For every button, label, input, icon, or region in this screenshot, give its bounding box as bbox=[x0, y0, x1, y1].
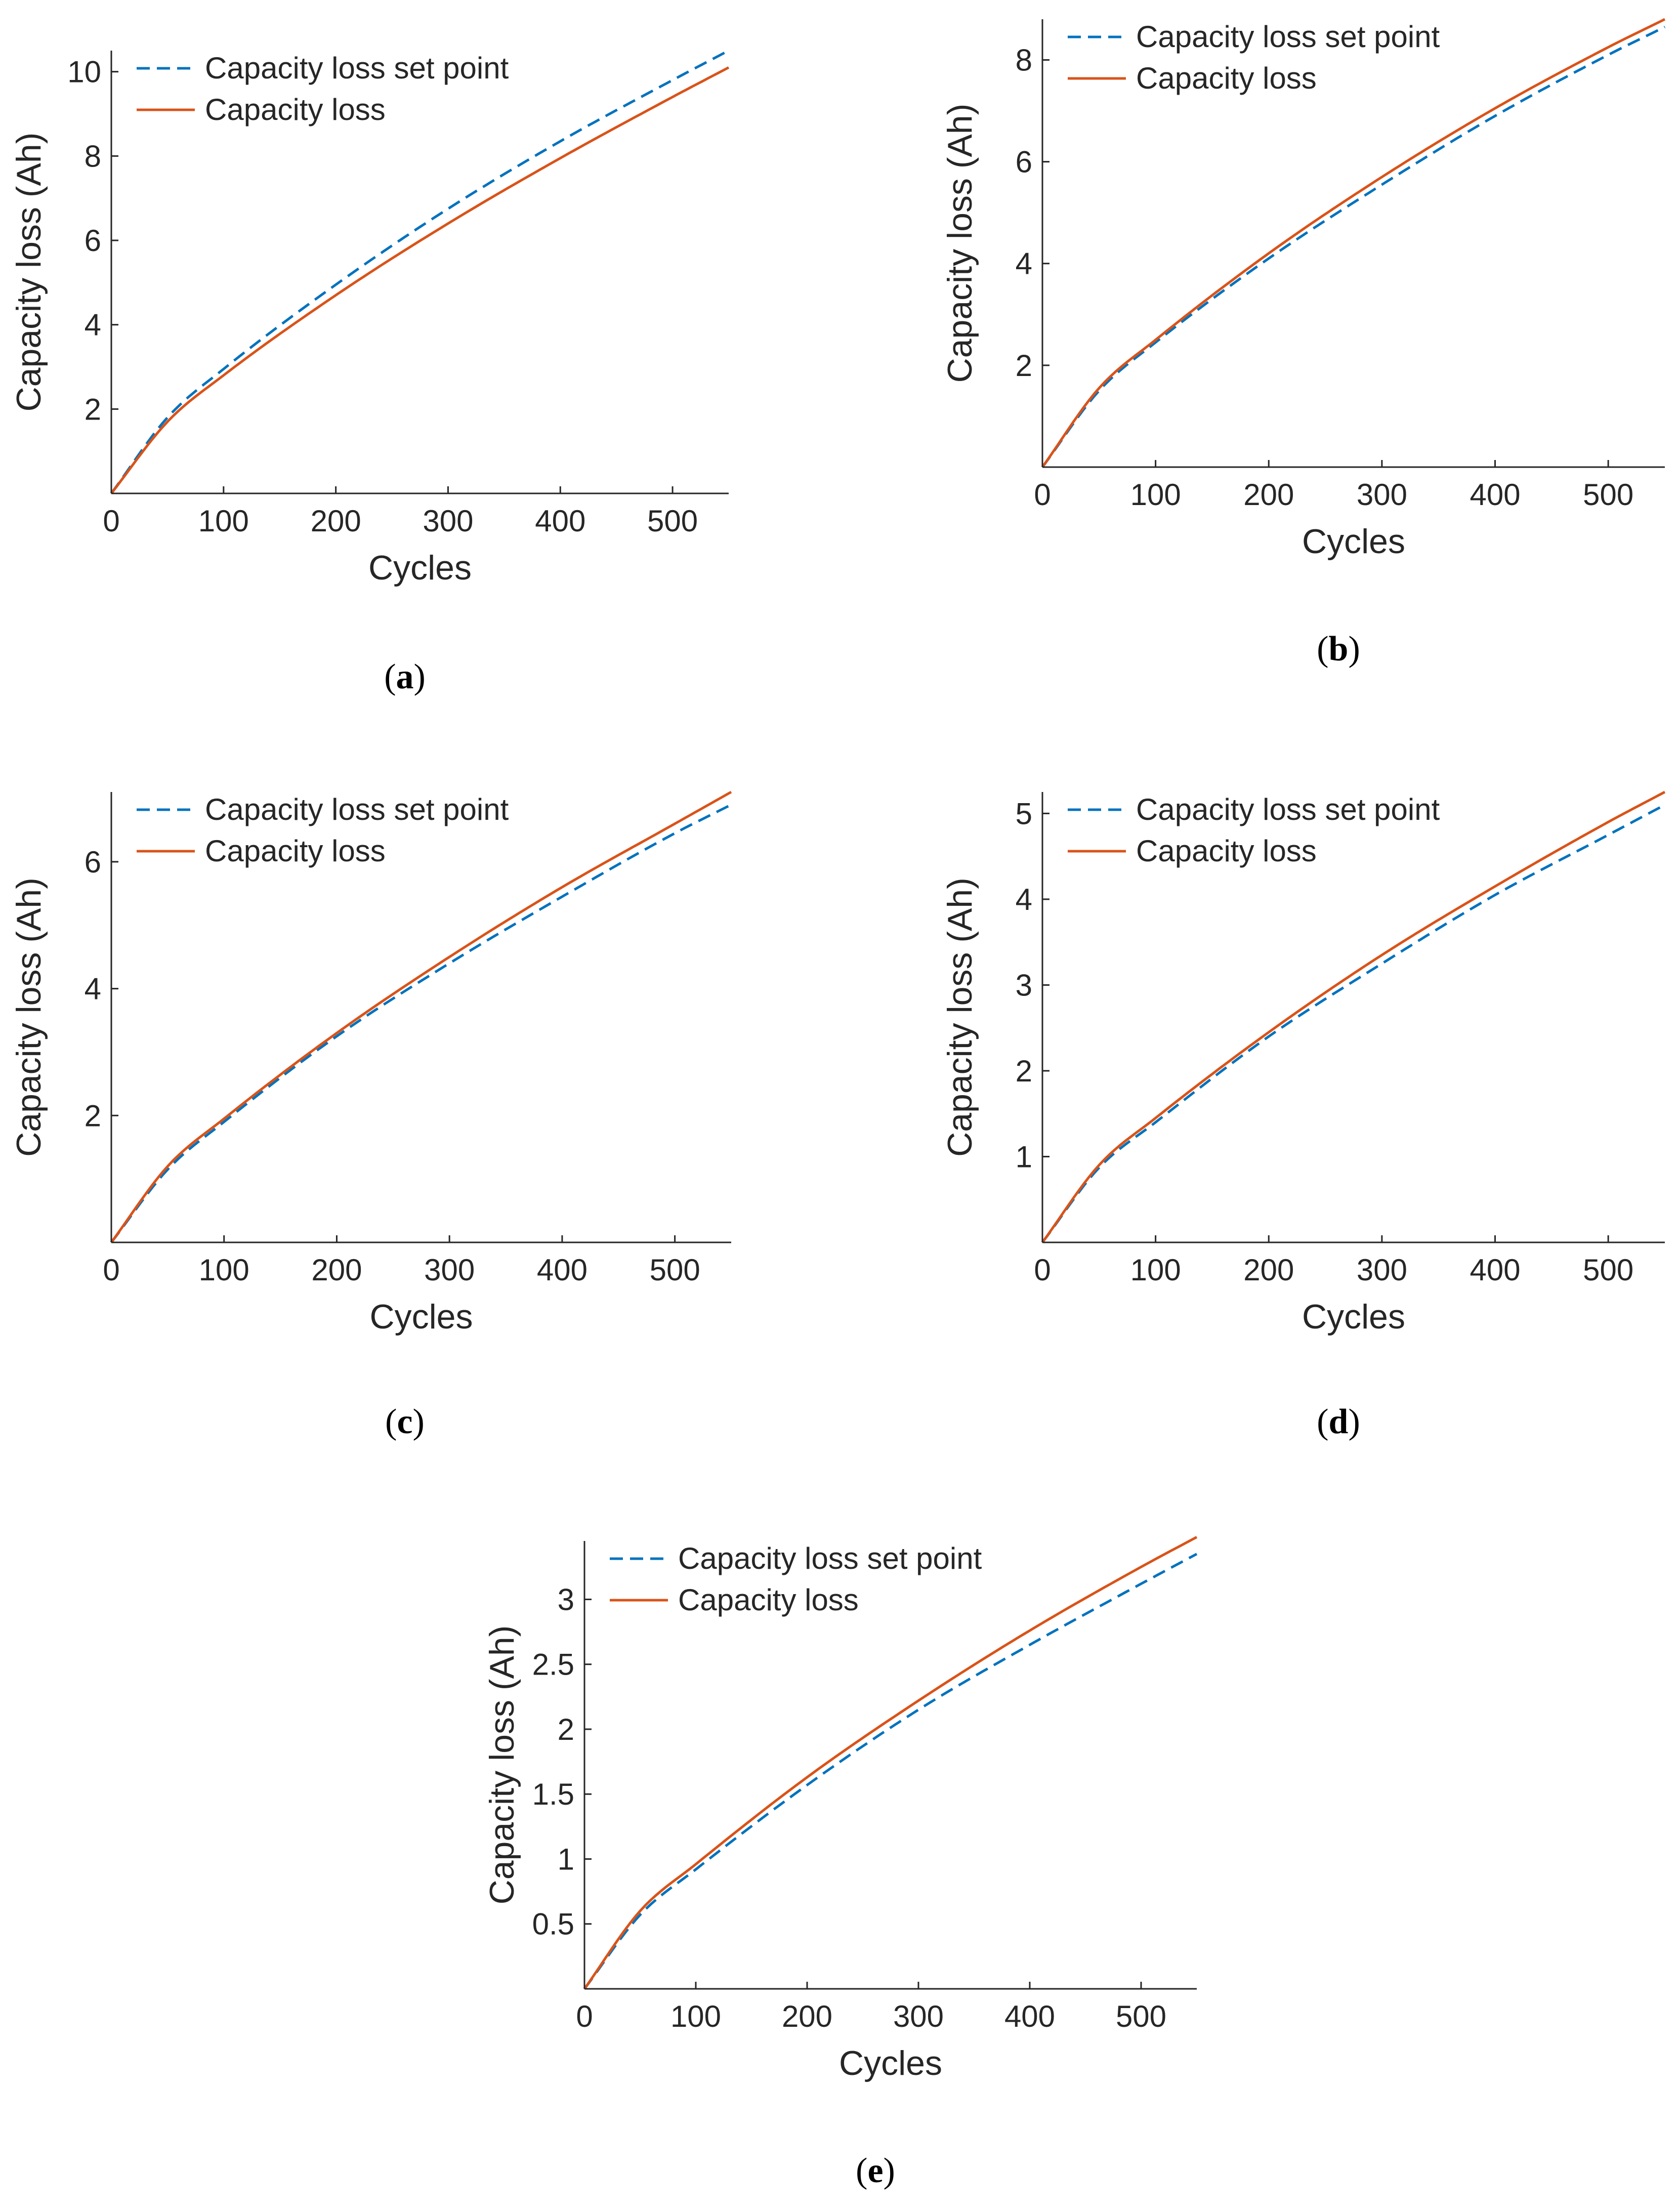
panel-c: 0 100 200 300 400 500 2 4 6 Cycles Capacity loss (… bbox=[10, 790, 732, 1441]
panel-label-c: (c) bbox=[385, 1402, 425, 1441]
y-axis-label: Capacity loss (Ah) bbox=[941, 104, 979, 383]
y-tick-label: 3 bbox=[1016, 968, 1032, 1002]
x-tick-label: 500 bbox=[650, 1253, 700, 1287]
y-tick-label: 5 bbox=[1016, 797, 1032, 830]
x-tick-label: 200 bbox=[1243, 1253, 1294, 1287]
x-tick-label: 0 bbox=[576, 1999, 593, 2033]
y-tick-label: 1 bbox=[558, 1842, 574, 1876]
y-axis-label: Capacity loss (Ah) bbox=[10, 133, 48, 412]
y-axis-label: Capacity loss (Ah) bbox=[10, 878, 48, 1157]
x-tick-label: 400 bbox=[1469, 1253, 1520, 1287]
series-line-set-point bbox=[1041, 25, 1666, 468]
series-line-capacity-loss bbox=[583, 1536, 1198, 1990]
x-tick-label: 500 bbox=[1583, 1253, 1633, 1287]
y-tick-label: 8 bbox=[85, 139, 101, 173]
series-line-set-point bbox=[1041, 804, 1666, 1243]
x-tick-label: 300 bbox=[1357, 1253, 1407, 1287]
legend-label-set-point: Capacity loss set point bbox=[205, 792, 509, 826]
y-tick-label: 2 bbox=[558, 1713, 574, 1746]
legend-label-capacity-loss: Capacity loss bbox=[205, 834, 386, 868]
y-tick-label: 2.5 bbox=[532, 1648, 574, 1682]
x-tick-label: 100 bbox=[198, 504, 249, 538]
x-tick-label: 100 bbox=[670, 1999, 721, 2033]
x-tick-label: 0 bbox=[103, 1253, 119, 1287]
y-axis-label: Capacity loss (Ah) bbox=[483, 1625, 521, 1905]
chart-c: 0 100 200 300 400 500 2 4 6 Cycles Capacity loss (… bbox=[10, 790, 732, 1336]
x-tick-label: 300 bbox=[893, 1999, 944, 2033]
x-tick-label: 100 bbox=[199, 1253, 249, 1287]
x-tick-label: 400 bbox=[1469, 478, 1520, 512]
series-line-capacity-loss bbox=[1041, 18, 1666, 468]
x-tick-label: 500 bbox=[1583, 478, 1633, 512]
x-tick-label: 300 bbox=[423, 504, 473, 538]
legend-label-set-point: Capacity loss set point bbox=[678, 1541, 982, 1575]
y-tick-label: 6 bbox=[85, 224, 101, 258]
x-tick-label: 400 bbox=[1004, 1999, 1055, 2033]
panel-b: 0 100 200 300 400 500 2 4 6 8 Cycles Capacity loss … bbox=[941, 18, 1666, 669]
chart-d: 0 100 200 300 400 500 1 2 3 4 5 Cycles Capacity loss… bbox=[941, 790, 1666, 1336]
legend-label-capacity-loss: Capacity loss bbox=[678, 1583, 859, 1617]
x-axis-label: Cycles bbox=[369, 1298, 473, 1336]
x-tick-label: 100 bbox=[1130, 1253, 1181, 1287]
panel-label-e: (e) bbox=[856, 2151, 895, 2190]
panel-label-d: (d) bbox=[1317, 1402, 1360, 1441]
y-tick-label: 2 bbox=[85, 392, 101, 426]
x-axis-label: Cycles bbox=[1302, 522, 1405, 561]
x-tick-label: 100 bbox=[1130, 478, 1181, 512]
series-line-capacity-loss bbox=[1041, 790, 1666, 1243]
series-line-set-point bbox=[110, 49, 730, 494]
legend-label-capacity-loss: Capacity loss bbox=[1136, 61, 1317, 95]
y-tick-label: 4 bbox=[1016, 883, 1032, 916]
panel-e: 0 100 200 300 400 500 0.5 1 1.5 2 2.5 3 Cycles Capaci… bbox=[483, 1536, 1198, 2190]
chart-e: 0 100 200 300 400 500 0.5 1 1.5 2 2.5 3 Cycles Capaci… bbox=[483, 1536, 1198, 2082]
x-axis-label: Cycles bbox=[368, 549, 472, 587]
y-axis-label: Capacity loss (Ah) bbox=[941, 878, 979, 1157]
y-tick-label: 2 bbox=[85, 1099, 101, 1133]
x-tick-label: 200 bbox=[311, 504, 361, 538]
x-axis-label: Cycles bbox=[1302, 1298, 1405, 1336]
x-tick-label: 500 bbox=[647, 504, 698, 538]
series-line-set-point bbox=[110, 803, 732, 1243]
x-tick-label: 500 bbox=[1116, 1999, 1166, 2033]
x-tick-label: 200 bbox=[782, 1999, 832, 2033]
x-tick-label: 0 bbox=[103, 504, 119, 538]
y-tick-label: 1.5 bbox=[532, 1777, 574, 1811]
legend-label-set-point: Capacity loss set point bbox=[205, 51, 509, 85]
x-tick-label: 400 bbox=[537, 1253, 587, 1287]
y-tick-label: 6 bbox=[85, 845, 101, 879]
y-tick-label: 0.5 bbox=[532, 1907, 574, 1941]
x-tick-label: 200 bbox=[311, 1253, 362, 1287]
y-tick-label: 4 bbox=[1016, 247, 1032, 281]
panel-label-b: (b) bbox=[1317, 630, 1360, 669]
x-tick-label: 300 bbox=[424, 1253, 475, 1287]
legend-label-set-point: Capacity loss set point bbox=[1136, 792, 1440, 826]
y-tick-label: 2 bbox=[1016, 1054, 1032, 1088]
y-tick-label: 1 bbox=[1016, 1140, 1032, 1174]
y-tick-label: 4 bbox=[85, 308, 101, 342]
panel-label-a: (a) bbox=[384, 657, 426, 696]
series-line-capacity-loss bbox=[110, 66, 730, 494]
x-tick-label: 0 bbox=[1034, 478, 1051, 512]
y-tick-label: 10 bbox=[67, 55, 101, 89]
legend-label-capacity-loss: Capacity loss bbox=[1136, 834, 1317, 868]
legend-label-set-point: Capacity loss set point bbox=[1136, 20, 1440, 54]
series-line-set-point bbox=[583, 1553, 1198, 1990]
x-tick-label: 0 bbox=[1034, 1253, 1051, 1287]
y-tick-label: 2 bbox=[1016, 349, 1032, 383]
chart-b: 0 100 200 300 400 500 2 4 6 8 Cycles Capacity loss … bbox=[941, 18, 1666, 561]
x-axis-label: Cycles bbox=[839, 2044, 942, 2082]
y-tick-label: 6 bbox=[1016, 145, 1032, 179]
x-tick-label: 200 bbox=[1243, 478, 1294, 512]
chart-a: 0 100 200 300 400 500 2 4 6 8 10 Cycles Capacity los… bbox=[10, 49, 730, 587]
x-tick-label: 300 bbox=[1357, 478, 1407, 512]
series-line-capacity-loss bbox=[110, 790, 732, 1243]
legend-label-capacity-loss: Capacity loss bbox=[205, 93, 386, 127]
x-tick-label: 400 bbox=[535, 504, 585, 538]
panel-a: 0 100 200 300 400 500 2 4 6 8 10 Cycles Capacity los… bbox=[10, 49, 730, 696]
y-tick-label: 4 bbox=[85, 972, 101, 1006]
y-tick-label: 8 bbox=[1016, 43, 1032, 77]
y-tick-label: 3 bbox=[558, 1582, 574, 1616]
panel-d: 0 100 200 300 400 500 1 2 3 4 5 Cycles Capacity loss… bbox=[941, 790, 1666, 1441]
